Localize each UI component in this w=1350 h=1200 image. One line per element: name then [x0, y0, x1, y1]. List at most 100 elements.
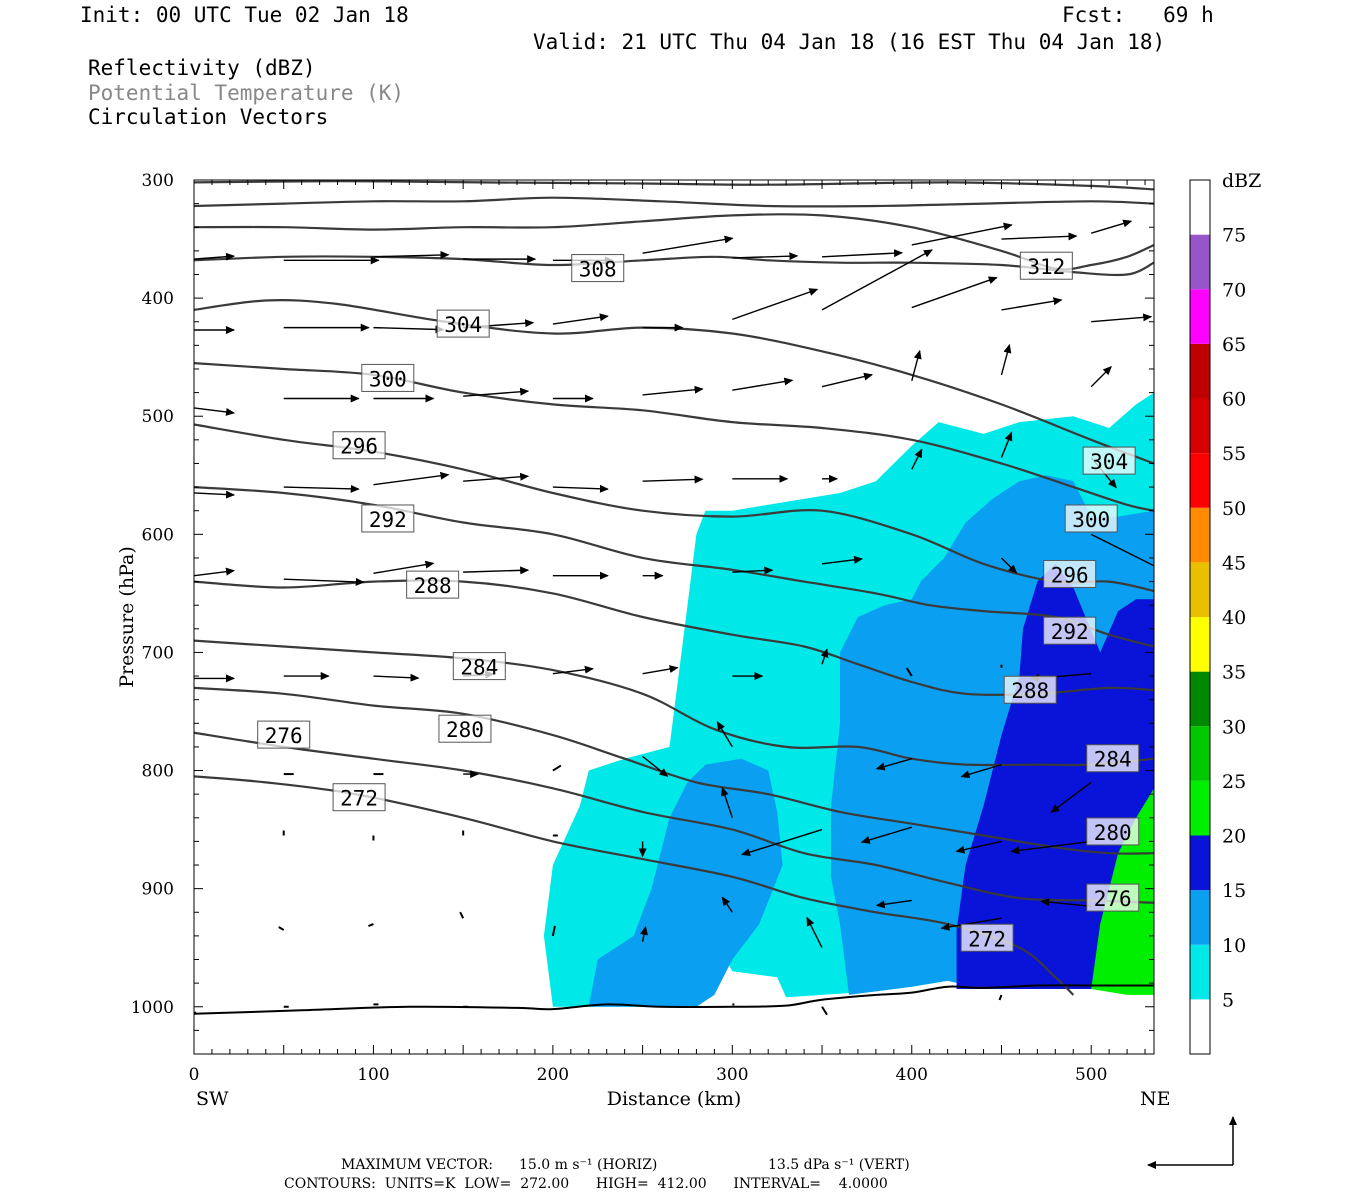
svg-text:276: 276: [265, 724, 303, 748]
reflectivity-region-10dbz: [588, 758, 783, 1007]
circulation-vector: [821, 372, 874, 388]
theta-contour-312: [194, 213, 1154, 271]
reflectivity-region-15dbz: [956, 563, 1154, 989]
circulation-vector: [463, 387, 530, 397]
circulation-vector: [552, 313, 609, 325]
x-tick-label: 300: [716, 1065, 748, 1085]
circulation-vector: [1090, 219, 1133, 234]
y-tick-label: 600: [142, 525, 174, 545]
init-time: Init: 00 UTC Tue 02 Jan 18: [80, 3, 409, 27]
circulation-vector: [194, 407, 235, 416]
svg-text:304: 304: [1090, 450, 1128, 474]
circulation-vector: [1000, 343, 1012, 376]
theta-label-276: 276: [1086, 883, 1140, 912]
colorbar-swatch: [1190, 671, 1210, 727]
colorbar-level-label: 65: [1222, 334, 1246, 356]
circulation-vector: [1040, 898, 1092, 908]
svg-text:292: 292: [1051, 620, 1089, 644]
reference-vector-icon: [1147, 1116, 1237, 1169]
circulation-vector: [194, 252, 235, 261]
circulation-vector: [459, 911, 465, 919]
circulation-vector: [642, 665, 679, 675]
circulation-vector: [806, 916, 823, 949]
theta-label-276: 276: [257, 720, 311, 749]
svg-text:272: 272: [340, 787, 378, 811]
circulation-vector: [911, 276, 998, 309]
colorbar-level-label: 35: [1222, 662, 1246, 684]
colorbar-swatch: [1190, 289, 1210, 344]
y-tick-label: 300: [142, 171, 174, 191]
svg-text:292: 292: [369, 508, 407, 532]
theta-label-300: 300: [361, 363, 415, 392]
theta-label-284: 284: [1086, 744, 1140, 773]
svg-text:296: 296: [340, 435, 378, 459]
svg-text:300: 300: [1072, 508, 1110, 532]
colorbar-level-label: 75: [1222, 225, 1246, 247]
circulation-vector: [373, 471, 450, 486]
circulation-vector: [552, 665, 594, 675]
colorbar-swatch: [1190, 453, 1210, 508]
theta-label-312: 312: [1019, 251, 1073, 280]
colorbar-level-label: 5: [1222, 989, 1234, 1011]
theta-label-280: 280: [438, 714, 492, 743]
colorbar-swatch: [1190, 562, 1210, 617]
theta-label-300: 300: [1064, 504, 1118, 533]
circulation-vector: [960, 763, 1002, 779]
theta-label-308: 308: [571, 254, 625, 283]
colorbar-level-label: 30: [1222, 716, 1246, 738]
circulation-vector: [1090, 365, 1112, 388]
circulation-vector: [1001, 232, 1078, 241]
max-vector-horiz: 15.0 m s⁻¹ (HORIZ): [519, 1157, 658, 1173]
colorbar-level-label: 40: [1222, 607, 1246, 629]
colorbar-swatch: [1190, 780, 1210, 836]
theta-label-284: 284: [452, 652, 506, 681]
circulation-vector: [1091, 313, 1153, 323]
colorbar-swatch: [1190, 507, 1210, 563]
circulation-vector: [940, 917, 1002, 931]
colorbar-level-label: 55: [1222, 443, 1246, 465]
circulation-vector: [732, 288, 819, 321]
circulation-vector: [1000, 557, 1018, 574]
x-end-label-sw: SW: [196, 1088, 229, 1110]
circulation-vector: [955, 840, 1002, 854]
svg-text:280: 280: [1094, 821, 1132, 845]
colorbar-level-label: 15: [1222, 880, 1246, 902]
max-vector-label: MAXIMUM VECTOR:: [341, 1157, 493, 1173]
svg-text:288: 288: [414, 574, 452, 598]
theta-label-296: 296: [1043, 559, 1097, 588]
y-axis-label: Pressure (hPa): [116, 546, 138, 688]
field-vectors-label: Circulation Vectors: [88, 105, 329, 129]
theta-label-304: 304: [1082, 446, 1136, 475]
svg-text:288: 288: [1011, 679, 1049, 703]
circulation-vector: [875, 758, 912, 771]
circulation-vector: [998, 994, 1003, 1001]
circulation-vector: [821, 249, 933, 311]
theta-label-272: 272: [960, 923, 1014, 952]
svg-text:312: 312: [1027, 255, 1065, 279]
x-tick-label: 200: [537, 1065, 569, 1085]
colorbar-swatch: [1190, 835, 1210, 891]
circulation-vector: [642, 755, 669, 777]
y-tick-label: 400: [142, 289, 174, 309]
field-theta-label: Potential Temperature (K): [88, 81, 405, 105]
circulation-vector: [721, 896, 733, 913]
x-tick-label: 500: [1075, 1065, 1107, 1085]
theta-contour-308: [194, 255, 1154, 277]
colorbar-frame: [1189, 179, 1211, 1055]
forecast-hour: Fcst: 69 h: [1062, 3, 1214, 27]
theta-contour-276: [194, 731, 1154, 904]
colorbar-swatch: [1190, 343, 1210, 399]
circulation-vector: [860, 826, 912, 844]
circulation-vector: [821, 555, 864, 565]
circulation-vector: [642, 475, 704, 484]
circulation-vector: [463, 472, 530, 482]
circulation-vector: [194, 567, 235, 577]
circulation-vector: [373, 673, 420, 682]
circulation-vector: [822, 249, 904, 258]
contours-info: CONTOURS: UNITS=K LOW= 272.00 HIGH= 412.…: [284, 1176, 888, 1192]
svg-text:308: 308: [579, 258, 617, 282]
colorbar-swatch: [1190, 234, 1210, 290]
circulation-vector: [911, 349, 922, 381]
y-tick-label: 700: [142, 643, 174, 663]
